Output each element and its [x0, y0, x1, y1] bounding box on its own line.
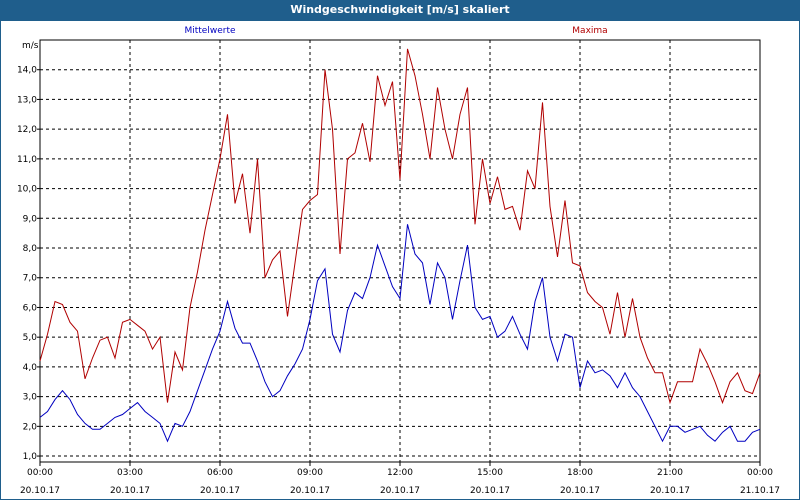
x-tick-time: 21:00	[657, 468, 683, 478]
y-axis-unit-label: m/s	[22, 41, 39, 51]
y-tick-label: 11,0	[17, 155, 37, 165]
y-tick-label: 8,0	[23, 244, 38, 254]
x-tick-date: 20.10.17	[560, 486, 600, 496]
x-tick-date: 21.10.17	[740, 486, 780, 496]
y-tick-label: 4,0	[23, 363, 38, 373]
axes: 1,0 2,0 3,0 4,0 5,0 6,0 7,0 8,0 9,0 10,0 11,0 12,0 1…	[17, 39, 780, 496]
x-tick-date: 20.10.17	[650, 486, 690, 496]
x-tick-time: 00:00	[27, 468, 53, 478]
x-tick-time: 06:00	[207, 468, 233, 478]
plot-frame	[39, 39, 761, 463]
y-tick-label: 6,0	[23, 303, 38, 313]
x-tick-time: 09:00	[297, 468, 323, 478]
x-tick-time: 18:00	[567, 468, 593, 478]
series-line-maxima	[39, 48, 761, 405]
y-tick-label: 3,0	[23, 393, 38, 403]
x-tick-date: 20.10.17	[470, 486, 510, 496]
series-group	[39, 48, 761, 443]
y-tick-label: 12,0	[17, 125, 37, 135]
y-tick-label: 5,0	[23, 333, 38, 343]
series-line-mittelwerte	[39, 224, 761, 443]
y-tick-label: 7,0	[23, 274, 38, 284]
x-tick-time: 15:00	[477, 468, 503, 478]
x-tick-date: 20.10.17	[20, 486, 60, 496]
y-tick-label: 1,0	[23, 452, 38, 462]
y-tick-label: 9,0	[23, 214, 38, 224]
y-tick-label: 13,0	[17, 95, 37, 105]
x-tick-date: 20.10.17	[380, 486, 420, 496]
window-title: Windgeschwindigkeit [m/s] skaliert	[0, 0, 800, 20]
x-tick-date: 20.10.17	[290, 486, 330, 496]
x-tick-time: 12:00	[387, 468, 413, 478]
x-tick-date: 20.10.17	[200, 486, 240, 496]
y-tick-label: 14,0	[17, 66, 37, 76]
y-tick-label: 10,0	[17, 185, 37, 195]
legend-maxima: Maxima	[572, 26, 607, 36]
x-tick-date: 20.10.17	[110, 486, 150, 496]
legend-mittelwerte: Mittelwerte	[184, 26, 235, 36]
y-tick-label: 2,0	[23, 422, 38, 432]
x-tick-time: 03:00	[117, 468, 143, 478]
x-tick-time: 00:00	[747, 468, 773, 478]
grid	[40, 40, 760, 462]
